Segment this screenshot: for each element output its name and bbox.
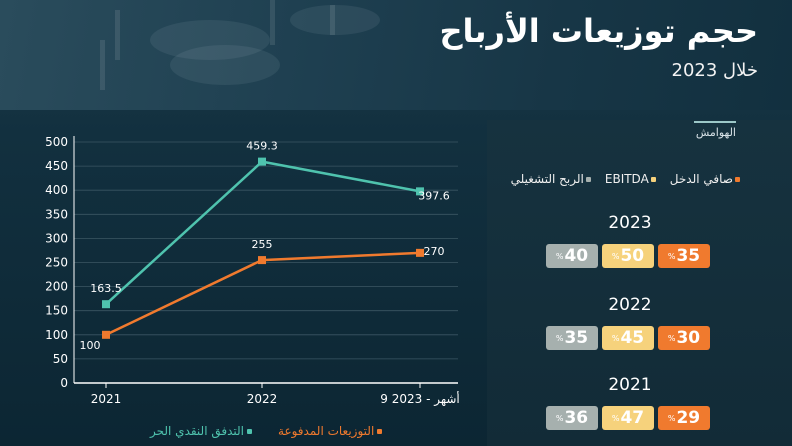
panel-title-underline <box>694 121 736 123</box>
net-income-margin-box: % 29 <box>658 406 710 430</box>
candlestick-decoration <box>330 5 335 35</box>
ebitda-margin-box: % 45 <box>602 326 654 350</box>
legend-label-dividends: التوزيعات المدفوعة <box>278 424 375 438</box>
legend-item-dividends: التوزيعات المدفوعة <box>278 424 383 438</box>
data-label: 163.5 <box>90 282 122 295</box>
net-income-margin-value: 29 <box>676 408 701 428</box>
coin-stack-decoration <box>290 5 380 35</box>
operating-margin-box: % 36 <box>546 406 598 430</box>
candlestick-decoration <box>100 40 105 90</box>
dividends-swatch <box>377 428 383 434</box>
operating-margin-value: 40 <box>564 246 589 266</box>
y-tick-label: 400 <box>45 183 68 197</box>
data-label: 100 <box>80 339 101 352</box>
x-tick-label: 2022 <box>247 392 278 406</box>
series-line-0 <box>105 160 421 306</box>
data-label: 397.6 <box>418 189 450 202</box>
operating-profit-swatch <box>585 176 591 182</box>
fcf-swatch <box>247 428 253 434</box>
data-label: 459.3 <box>246 140 278 153</box>
data-label: 255 <box>252 238 273 251</box>
candlestick-decoration <box>270 0 275 45</box>
data-point <box>102 330 110 339</box>
x-tick-label: 2021 <box>91 392 122 406</box>
legend-label-operating-profit: الربح التشغيلي <box>510 172 584 186</box>
operating-margin-value: 36 <box>564 408 589 428</box>
margins-panel <box>487 120 792 446</box>
page-title: حجم توزيعات الأرباح <box>439 12 758 50</box>
ebitda-margin-value: 50 <box>620 246 645 266</box>
y-tick-label: 350 <box>45 207 68 221</box>
y-tick-label: 250 <box>45 256 68 270</box>
coin-stack-decoration <box>170 45 280 85</box>
percent-sign: % <box>667 251 676 261</box>
chart-legend: التوزيعات المدفوعة التدفق النقدي الحر <box>150 424 383 438</box>
net-income-swatch <box>735 176 740 182</box>
percent-sign: % <box>611 333 620 343</box>
y-tick-label: 50 <box>53 352 68 366</box>
legend-label-fcf: التدفق النقدي الحر <box>150 424 245 438</box>
legend-item-net-income: صافي الدخل <box>670 172 740 186</box>
net-income-margin-box: % 35 <box>658 244 710 268</box>
percent-sign: % <box>667 333 676 343</box>
y-tick-label: 450 <box>45 159 68 173</box>
percent-sign: % <box>555 413 564 423</box>
legend-item-operating-profit: الربح التشغيلي <box>511 172 591 186</box>
percent-sign: % <box>611 413 620 423</box>
ebitda-margin-value: 47 <box>620 408 645 428</box>
operating-margin-box: % 35 <box>546 326 598 350</box>
legend-label-net-income: صافي الدخل <box>669 172 733 186</box>
y-tick-label: 200 <box>45 280 68 294</box>
y-tick-label: 150 <box>45 304 68 318</box>
margins-legend: صافي الدخل EBITDA الربح التشغيلي <box>511 172 740 186</box>
data-point <box>416 248 424 257</box>
legend-label-ebitda: EBITDA <box>604 172 649 186</box>
candlestick-decoration <box>115 10 120 60</box>
data-label: 270 <box>424 245 445 258</box>
net-income-margin-box: % 30 <box>658 326 710 350</box>
margin-year-label: 2022 <box>608 295 652 315</box>
legend-item-ebitda: EBITDA <box>605 172 656 186</box>
percent-sign: % <box>611 251 620 261</box>
y-tick-label: 500 <box>45 135 68 149</box>
operating-margin-value: 35 <box>564 328 589 348</box>
net-income-margin-value: 30 <box>676 328 701 348</box>
page-subtitle: خلال 2023 <box>671 60 758 81</box>
net-income-margin-value: 35 <box>676 246 701 266</box>
series-line-1 <box>105 251 421 336</box>
data-point <box>258 157 266 166</box>
margin-year-label: 2021 <box>608 375 652 395</box>
margin-year-label: 2023 <box>608 213 652 233</box>
ebitda-margin-box: % 50 <box>602 244 654 268</box>
ebitda-margin-value: 45 <box>620 328 645 348</box>
y-tick-label: 0 <box>60 376 68 390</box>
percent-sign: % <box>555 251 564 261</box>
y-tick-label: 100 <box>45 328 68 342</box>
percent-sign: % <box>667 413 676 423</box>
x-tick-label: 9 أشهر - 2023 <box>380 391 460 407</box>
percent-sign: % <box>555 333 564 343</box>
ebitda-swatch <box>650 176 656 182</box>
data-point <box>416 187 424 196</box>
ebitda-margin-box: % 47 <box>602 406 654 430</box>
operating-margin-box: % 40 <box>546 244 598 268</box>
data-point <box>258 256 266 265</box>
legend-item-fcf: التدفق النقدي الحر <box>150 424 253 438</box>
coin-stack-decoration <box>150 20 270 60</box>
y-tick-label: 300 <box>45 231 68 245</box>
data-point <box>102 300 110 309</box>
margins-title: الهوامش <box>695 126 736 139</box>
hero-banner <box>0 0 792 110</box>
